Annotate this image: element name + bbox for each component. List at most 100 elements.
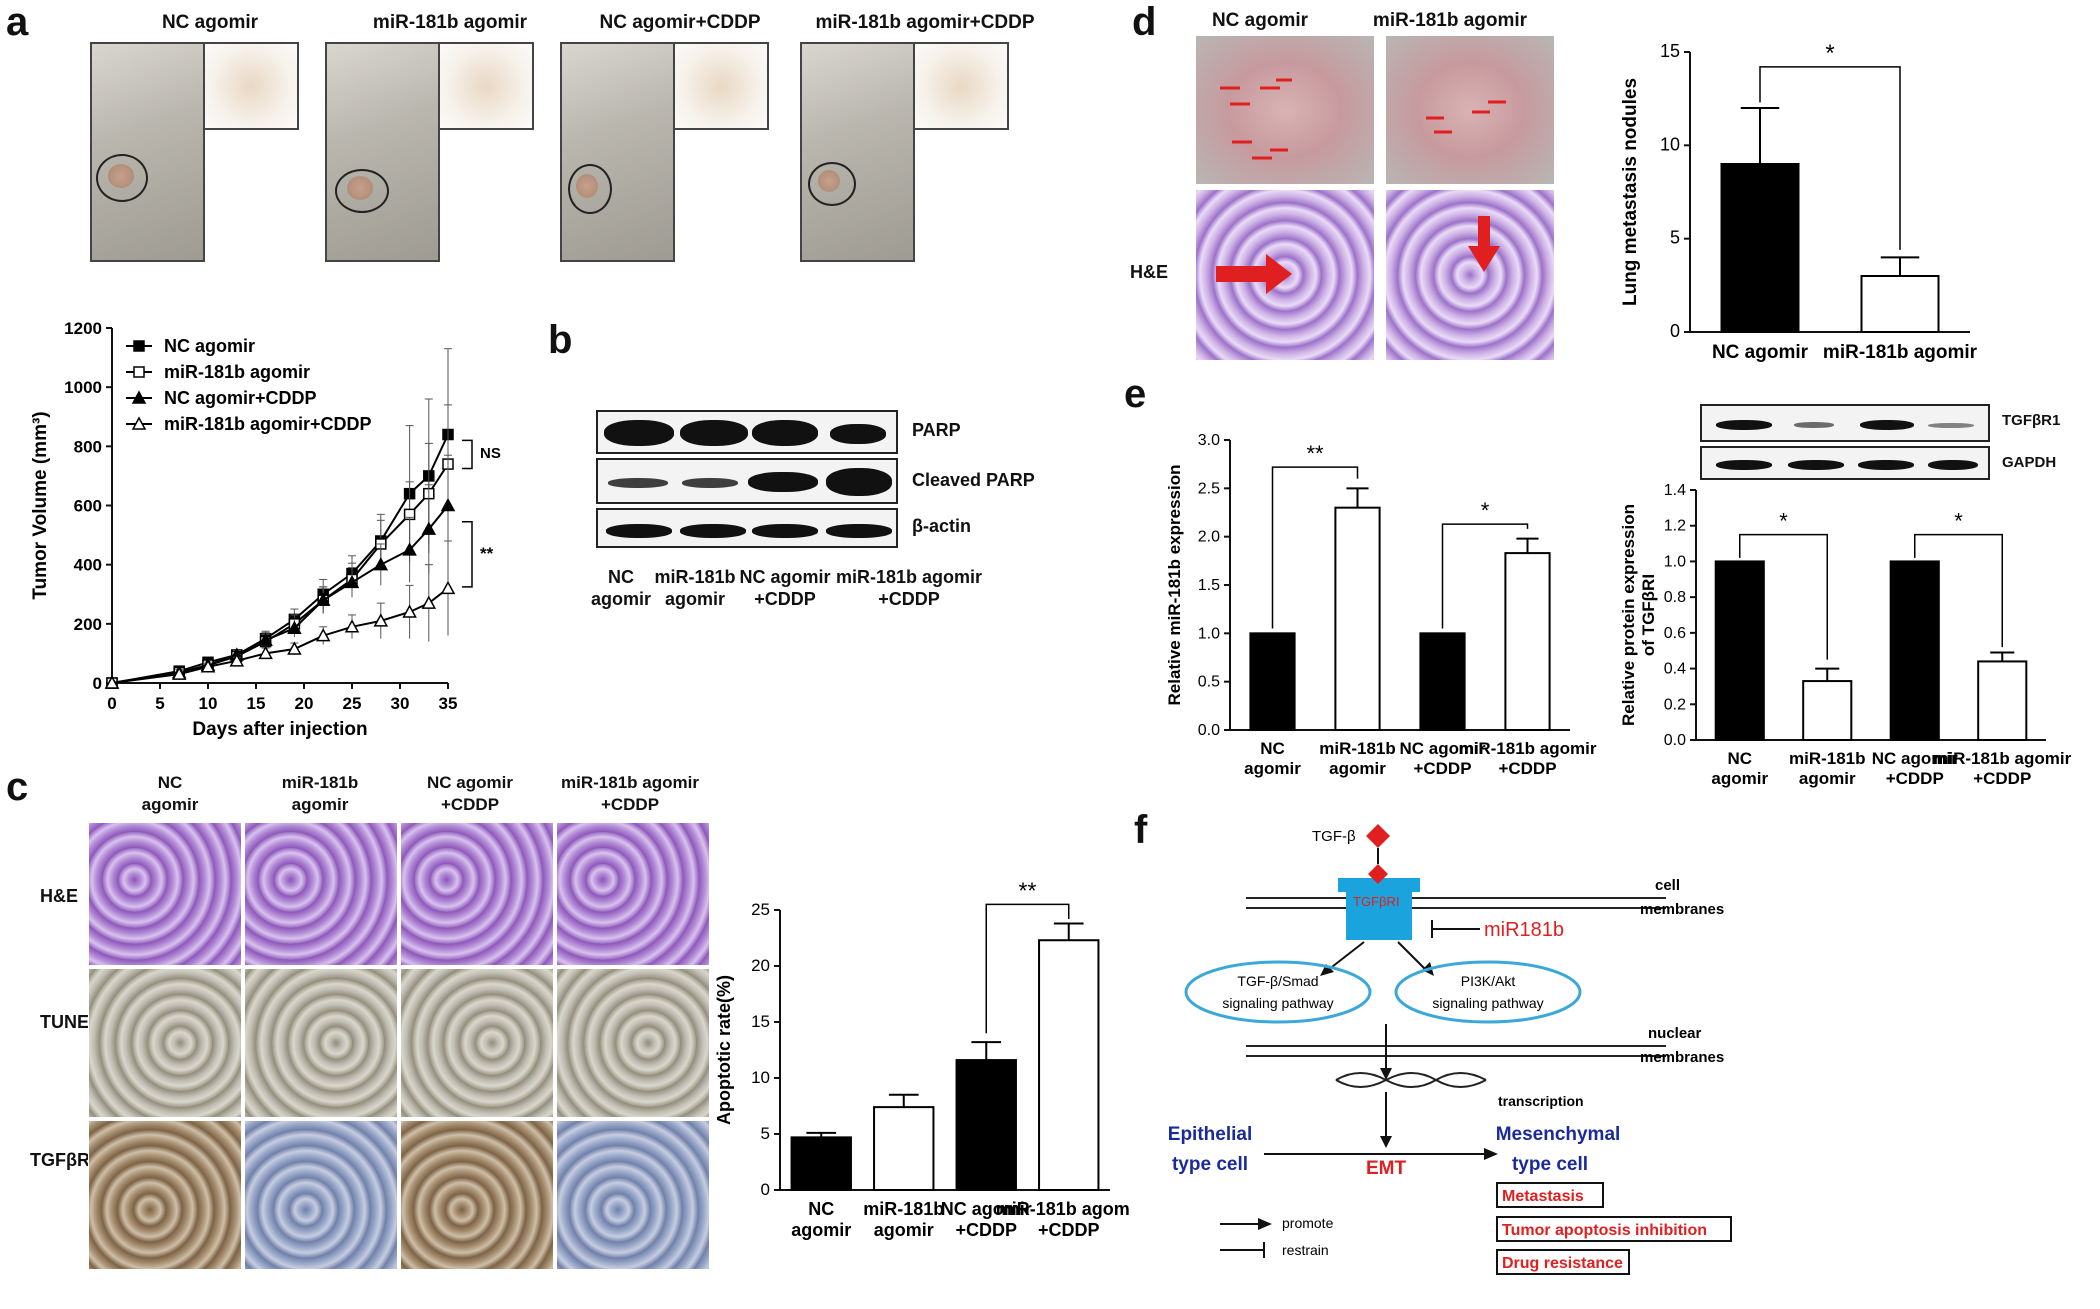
x-tick-label: agomir (874, 1220, 934, 1240)
band (680, 420, 748, 446)
pathway-ellipse (1184, 960, 1372, 1024)
data-point (402, 604, 417, 618)
column-title: miR-181b agomir (281, 773, 359, 814)
arrow-head (1320, 964, 1334, 976)
lane-label: NC agomir (590, 567, 651, 609)
series-line (111, 434, 449, 684)
tumor (347, 176, 373, 200)
significance-label: NS (480, 445, 501, 462)
tunel-image (556, 968, 710, 1118)
significance-bracket (462, 439, 473, 470)
cell-membrane-label: membranes (1640, 901, 1724, 918)
y-tick-label: 1000 (64, 378, 102, 397)
x-tick-label: +CDDP (1498, 759, 1556, 778)
band (1928, 423, 1974, 428)
blot-parp (596, 410, 898, 454)
band (826, 468, 892, 496)
tgfbr1-protein-chart: 0.00.20.40.60.81.01.21.4NCagomirmiR-181b… (1619, 482, 2072, 788)
band (1858, 460, 1914, 470)
y-tick-label: 3.0 (1198, 432, 1220, 449)
ligand-diamond (1368, 864, 1388, 884)
outcome-label: Tumor apoptosis inhibition (1502, 1222, 1707, 1239)
bar (1334, 506, 1381, 731)
band (682, 478, 738, 488)
blot-label: Cleaved PARP (912, 470, 1035, 490)
data-point (344, 574, 360, 589)
blot-label: PARP (912, 420, 961, 440)
data-point (440, 497, 456, 512)
y-tick-label: 5 (761, 1124, 770, 1143)
lung-he-image (1196, 190, 1374, 360)
bar (1889, 560, 1940, 741)
bar (1977, 660, 2028, 741)
y-tick-label: 600 (74, 497, 102, 516)
legend-label: miR-181b agomir (164, 362, 310, 382)
column-title: NC agomir (141, 773, 199, 814)
lung-he-image (1386, 190, 1554, 360)
mouse-photo (560, 42, 675, 262)
y-tick-label: 800 (74, 437, 102, 456)
y-tick-label: 1.5 (1198, 577, 1220, 594)
row-label: H&E (1130, 262, 1169, 282)
excised-tumor-photo (913, 42, 1009, 130)
tumor (576, 174, 598, 198)
data-point (440, 580, 456, 595)
x-tick-label: miR-181b (1319, 739, 1396, 758)
x-tick-label: agomir (1799, 769, 1856, 788)
group-title: NC agomir (161, 12, 259, 33)
arrow-head (1484, 1148, 1498, 1160)
nuclear-membrane-label: membranes (1640, 1049, 1724, 1066)
y-tick-label: 2.5 (1198, 480, 1220, 497)
mouse-photo (325, 42, 440, 262)
panel-letter-a: a (6, 0, 29, 44)
tumor-circle (335, 169, 389, 213)
x-tick-label: NC agomir (1872, 749, 1958, 768)
y-tick-label: 0.0 (1664, 732, 1686, 749)
pathway-ellipse (1394, 960, 1582, 1024)
bar (1802, 680, 1853, 741)
mirna-label: miR181b (1484, 919, 1564, 941)
outcome-label: Metastasis (1502, 1188, 1584, 1205)
x-tick-label: NC agomir (1400, 739, 1486, 758)
bar (1714, 560, 1765, 741)
tumor-circle (568, 164, 612, 214)
arrow-line (1327, 941, 1365, 971)
x-tick-label: 5 (155, 694, 164, 713)
x-tick-label: +CDDP (1413, 759, 1471, 778)
band (1716, 460, 1772, 470)
data-point (133, 340, 145, 352)
receptor-cap (1406, 878, 1420, 892)
tgfbr1-ihc-image (400, 1120, 554, 1270)
panel-letter-f: f (1134, 808, 1148, 852)
x-tick-label: +CDDP (955, 1220, 1017, 1240)
legend-label: NC agomir (164, 336, 255, 356)
tunel-image (400, 968, 554, 1118)
group-title: NC agomir (1211, 10, 1309, 31)
y-tick-label: 200 (74, 615, 102, 634)
group-title: miR-181b agomir+CDDP (815, 12, 1035, 33)
excised-tumor-photo (438, 42, 534, 130)
data-point (200, 659, 216, 673)
blot-label: β-actin (912, 516, 971, 536)
bar (1504, 552, 1551, 731)
y-tick-label: 15 (1660, 41, 1680, 61)
tgfbr1-ihc-image (244, 1120, 398, 1270)
lane-label: NC agomir +CDDP (739, 567, 831, 609)
y-tick-label: 400 (74, 556, 102, 575)
bar (1038, 939, 1100, 1191)
series-line (111, 587, 449, 684)
tumor-growth-chart: 0 200 400 600 800 1000 1200 0 5 10 15 20 25 30 35 Days … (30, 319, 501, 740)
y-axis-label: Tumor Volume (mm³) (30, 411, 51, 599)
y-axis-label: Apoptotic rate(%) (714, 975, 734, 1125)
bar (955, 1059, 1017, 1191)
y-tick-label: 5 (1670, 228, 1680, 248)
arrow-head (1380, 1136, 1392, 1148)
y-tick-label: 0 (761, 1180, 770, 1199)
y-tick-label: 10 (751, 1068, 770, 1087)
x-tick-label: NC (1727, 749, 1752, 768)
tunel-image (88, 968, 242, 1118)
y-tick-label: 0 (93, 674, 102, 693)
bar (1419, 632, 1466, 731)
data-point (421, 521, 437, 535)
bar (1720, 163, 1800, 333)
